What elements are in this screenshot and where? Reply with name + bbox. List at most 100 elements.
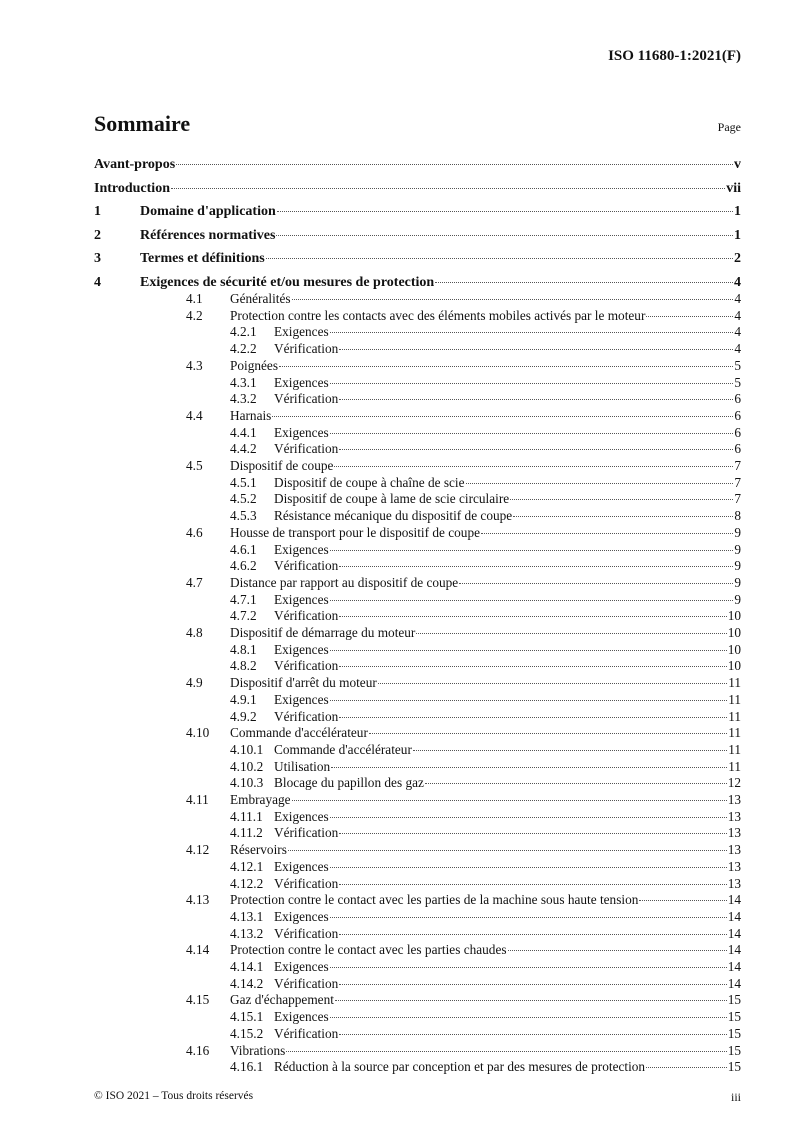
toc-entry[interactable]: 4.1 Généralités 4 bbox=[186, 290, 741, 308]
toc-entry[interactable]: 3 Termes et définitions 2 bbox=[94, 250, 741, 268]
toc-entry[interactable]: 4.10 Commande d'accélérateur 11 bbox=[186, 724, 741, 742]
dot-leader bbox=[481, 532, 734, 534]
toc-entry-title: Housse de transport pour le dispositif d… bbox=[230, 524, 481, 540]
toc-entry[interactable]: 4.11 Embrayage 13 bbox=[186, 791, 741, 809]
toc-entry[interactable]: 4.5 Dispositif de coupe 7 bbox=[186, 457, 741, 475]
toc-entry-number: 4.15.2 bbox=[230, 1025, 264, 1041]
toc-entry[interactable]: 4.11.2 Vérification 13 bbox=[230, 824, 741, 842]
dot-leader bbox=[291, 800, 727, 801]
toc-entry-title: Exigences de sécurité et/ou mesures de p… bbox=[140, 275, 435, 290]
toc-entry[interactable]: 4.12.2 Vérification 13 bbox=[230, 875, 741, 893]
toc-entry[interactable]: 4.9 Dispositif d'arrêt du moteur 11 bbox=[186, 674, 741, 692]
toc-entry-title: Harnais bbox=[230, 407, 272, 423]
toc-entry[interactable]: 4.8.2 Vérification 10 bbox=[230, 657, 741, 675]
toc-entry[interactable]: 4.15.2 Vérification 15 bbox=[230, 1025, 741, 1043]
toc-entry-page: 12 bbox=[727, 775, 741, 791]
toc-entry[interactable]: 4.13.1 Exigences 14 bbox=[230, 908, 741, 926]
toc-entry-number: 4.16.1 bbox=[230, 1059, 264, 1075]
toc-entry[interactable]: 4.14.2 Vérification 14 bbox=[230, 975, 741, 993]
toc-entry[interactable]: 4.12.1 Exigences 13 bbox=[230, 858, 741, 876]
toc-entry[interactable]: 4.7 Distance par rapport au dispositif de… bbox=[186, 574, 741, 592]
toc-entry[interactable]: 1 Domaine d'application 1 bbox=[94, 203, 741, 221]
toc-entry[interactable]: 4.14.1 Exigences 14 bbox=[230, 958, 741, 976]
toc-entry-title: Gaz d'échappement bbox=[230, 992, 334, 1008]
toc-entry[interactable]: 4.5.1 Dispositif de coupe à chaîne de sci… bbox=[230, 474, 741, 492]
toc-entry-page: 7 bbox=[734, 458, 741, 473]
toc-entry-title: Résistance mécanique du dispositif de co… bbox=[274, 508, 513, 524]
toc-entry[interactable]: 4.2.1 Exigences 4 bbox=[230, 323, 741, 341]
toc-entry[interactable]: 4.4.1 Exigences 6 bbox=[230, 424, 741, 442]
toc-entry[interactable]: 4.5.3 Résistance mécanique du dispositif … bbox=[230, 507, 741, 525]
toc-entry[interactable]: 4.13 Protection contre le contact avec le… bbox=[186, 891, 741, 909]
page-title: Sommaire bbox=[94, 111, 191, 136]
toc-entry[interactable]: 4.5.2 Dispositif de coupe à lame de scie … bbox=[230, 490, 741, 508]
toc-entry-page: 13 bbox=[727, 825, 741, 841]
toc-entry[interactable]: 4.4 Harnais 6 bbox=[186, 407, 741, 425]
toc-entry-title: Vérification bbox=[274, 825, 339, 841]
toc-entry-title: Exigences bbox=[274, 324, 329, 340]
toc-entry-number: 4.11.1 bbox=[230, 808, 263, 824]
toc-entry[interactable]: 4.15 Gaz d'échappement 15 bbox=[186, 991, 741, 1009]
toc-entry[interactable]: 4.12 Réservoirs 13 bbox=[186, 841, 741, 859]
toc-entry-page: 14 bbox=[727, 975, 741, 991]
toc-entry-number: 4.12.1 bbox=[230, 858, 264, 874]
toc-entry[interactable]: 4.9.2 Vérification 11 bbox=[230, 708, 741, 726]
toc-entry[interactable]: 4.13.2 Vérification 14 bbox=[230, 925, 741, 943]
dot-leader bbox=[412, 749, 728, 751]
toc-entry[interactable]: 4.16 Vibrations 15 bbox=[186, 1042, 741, 1060]
dot-leader bbox=[339, 349, 734, 351]
toc-entry[interactable]: 4.9.1 Exigences 11 bbox=[230, 691, 741, 709]
toc-entry-page: 4 bbox=[734, 341, 741, 357]
toc-entry[interactable]: 4.10.2 Utilisation 11 bbox=[230, 758, 741, 776]
toc-entry[interactable]: 4.6.2 Vérification 9 bbox=[230, 557, 741, 575]
toc-entry-number: 4.9 bbox=[186, 675, 203, 691]
dot-leader bbox=[334, 1000, 727, 1002]
dot-leader bbox=[329, 916, 727, 918]
dot-leader bbox=[435, 282, 733, 283]
toc-entry[interactable]: 4.10.1 Commande d'accélérateur 11 bbox=[230, 741, 741, 759]
toc-entry-page: 4 bbox=[734, 307, 741, 323]
toc-entry[interactable]: 4.2.2 Vérification 4 bbox=[230, 340, 741, 358]
toc-entry[interactable]: 4.4.2 Vérification 6 bbox=[230, 440, 741, 458]
toc-entry-title: Vérification bbox=[274, 925, 339, 941]
toc-entry-number: 4.14.1 bbox=[230, 959, 264, 974]
toc-entry-title: Exigences bbox=[274, 541, 329, 557]
toc-entry[interactable]: 4.2 Protection contre les contacts avec d… bbox=[186, 307, 741, 325]
toc-entry[interactable]: 4.7.2 Vérification 10 bbox=[230, 607, 741, 625]
toc-entry[interactable]: 4 Exigences de sécurité et/ou mesures de … bbox=[94, 274, 741, 292]
toc-entry-title: Termes et définitions bbox=[140, 251, 265, 267]
toc-entry[interactable]: 4.3.1 Exigences 5 bbox=[230, 374, 741, 392]
dot-leader bbox=[339, 566, 734, 568]
toc-entry[interactable]: Introduction vii bbox=[94, 180, 741, 198]
toc-entry-title: Protection contre les contacts avec des … bbox=[230, 307, 646, 323]
dot-leader bbox=[286, 1050, 727, 1052]
toc-entry[interactable]: 2 Références normatives 1 bbox=[94, 227, 741, 245]
toc-entry[interactable]: 4.10.3 Blocage du papillon des gaz 12 bbox=[230, 774, 741, 792]
toc-entry-number: 4.10 bbox=[186, 725, 210, 741]
dot-leader bbox=[329, 549, 734, 551]
toc-entry-title: Exigences bbox=[274, 858, 329, 874]
toc-entry[interactable]: 4.3.2 Vérification 6 bbox=[230, 390, 741, 408]
dot-leader bbox=[329, 432, 734, 434]
toc-entry[interactable]: Avant-propos v bbox=[94, 156, 741, 174]
dot-leader bbox=[329, 967, 727, 968]
toc-entry[interactable]: 4.7.1 Exigences 9 bbox=[230, 591, 741, 609]
toc-entry[interactable]: 4.6.1 Exigences 9 bbox=[230, 541, 741, 559]
toc-entry[interactable]: 4.8 Dispositif de démarrage du moteur 10 bbox=[186, 624, 741, 642]
toc-entry[interactable]: 4.16.1 Réduction à la source par concepti… bbox=[230, 1058, 741, 1076]
dot-leader bbox=[170, 187, 726, 189]
toc-entry[interactable]: 4.15.1 Exigences 15 bbox=[230, 1008, 741, 1026]
toc-entry-page: 11 bbox=[728, 675, 741, 691]
toc-entry[interactable]: 4.6 Housse de transport pour le dispositi… bbox=[186, 524, 741, 542]
dot-leader bbox=[265, 258, 733, 260]
toc-entry[interactable]: 4.11.1 Exigences 13 bbox=[230, 808, 741, 826]
toc-entry[interactable]: 4.8.1 Exigences 10 bbox=[230, 641, 741, 659]
toc-entry-title: Protection contre le contact avec les pa… bbox=[230, 892, 639, 908]
toc-entry-page: 7 bbox=[734, 491, 741, 507]
dot-leader bbox=[339, 449, 734, 451]
footer-page-number: iii bbox=[730, 1090, 741, 1104]
toc-entry[interactable]: 4.14 Protection contre le contact avec le… bbox=[186, 941, 741, 959]
toc-entry-page: v bbox=[734, 157, 741, 172]
toc-entry-title: Dispositif de coupe à lame de scie circu… bbox=[274, 491, 510, 507]
toc-entry[interactable]: 4.3 Poignées 5 bbox=[186, 357, 741, 375]
